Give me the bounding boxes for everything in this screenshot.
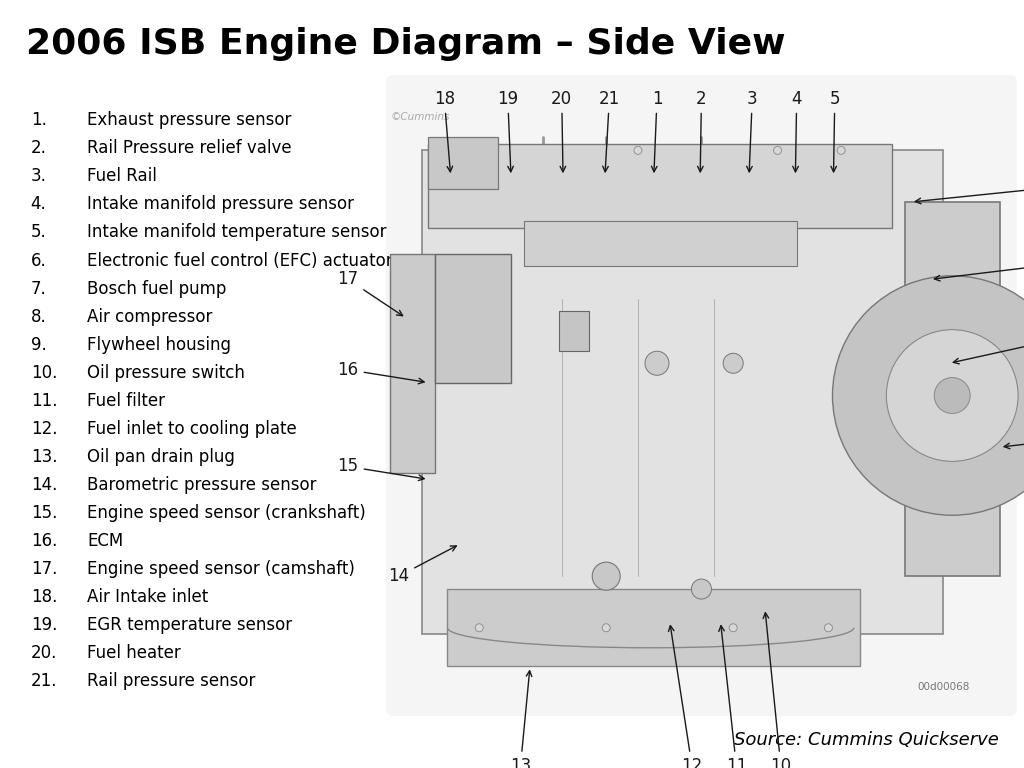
Text: 1.: 1. bbox=[31, 111, 47, 129]
Text: Source: Cummins Quickserve: Source: Cummins Quickserve bbox=[733, 731, 998, 749]
Text: 13.: 13. bbox=[31, 448, 57, 465]
Text: 6: 6 bbox=[915, 180, 1024, 204]
Text: 14.: 14. bbox=[31, 475, 57, 494]
Circle shape bbox=[837, 147, 845, 154]
Text: 17: 17 bbox=[338, 270, 402, 316]
Text: 21: 21 bbox=[599, 90, 620, 172]
Circle shape bbox=[592, 562, 621, 590]
Circle shape bbox=[934, 378, 970, 413]
Text: Engine speed sensor (camshaft): Engine speed sensor (camshaft) bbox=[87, 560, 355, 578]
Bar bbox=[447, 589, 860, 667]
Text: Bosch fuel pump: Bosch fuel pump bbox=[87, 280, 226, 297]
Text: Fuel inlet to cooling plate: Fuel inlet to cooling plate bbox=[87, 419, 297, 438]
Text: 1: 1 bbox=[651, 90, 663, 172]
Text: 20: 20 bbox=[551, 90, 572, 172]
Text: Fuel filter: Fuel filter bbox=[87, 392, 165, 409]
Circle shape bbox=[475, 147, 483, 154]
Bar bbox=[428, 144, 892, 228]
FancyBboxPatch shape bbox=[386, 75, 1017, 716]
Circle shape bbox=[729, 624, 737, 632]
Circle shape bbox=[887, 329, 1018, 462]
Text: 18: 18 bbox=[434, 90, 455, 172]
Text: 6.: 6. bbox=[31, 252, 46, 270]
Text: 14: 14 bbox=[388, 546, 457, 585]
Circle shape bbox=[475, 624, 483, 632]
Text: Engine speed sensor (crankshaft): Engine speed sensor (crankshaft) bbox=[87, 504, 366, 521]
Text: Exhaust pressure sensor: Exhaust pressure sensor bbox=[87, 111, 292, 129]
Circle shape bbox=[773, 147, 781, 154]
Text: 12.: 12. bbox=[31, 419, 57, 438]
Text: 7: 7 bbox=[934, 257, 1024, 281]
Text: Air compressor: Air compressor bbox=[87, 307, 212, 326]
Text: Intake manifold temperature sensor: Intake manifold temperature sensor bbox=[87, 223, 386, 241]
Circle shape bbox=[602, 624, 610, 632]
Text: 9: 9 bbox=[1005, 432, 1024, 450]
Text: 5.: 5. bbox=[31, 223, 46, 241]
Text: 2.: 2. bbox=[31, 140, 47, 157]
Circle shape bbox=[723, 353, 743, 373]
Text: Oil pan drain plug: Oil pan drain plug bbox=[87, 448, 234, 465]
Text: ECM: ECM bbox=[87, 531, 123, 550]
Bar bbox=[422, 151, 943, 634]
Text: 16: 16 bbox=[338, 361, 424, 384]
Text: Rail pressure sensor: Rail pressure sensor bbox=[87, 672, 255, 690]
Circle shape bbox=[824, 624, 833, 632]
Text: 2: 2 bbox=[696, 90, 707, 172]
Text: 4.: 4. bbox=[31, 195, 46, 214]
Text: 19: 19 bbox=[498, 90, 518, 172]
Text: 13: 13 bbox=[510, 670, 531, 768]
Text: EGR temperature sensor: EGR temperature sensor bbox=[87, 616, 292, 634]
Circle shape bbox=[833, 276, 1024, 515]
Text: 8.: 8. bbox=[31, 307, 46, 326]
Bar bbox=[523, 221, 797, 266]
Text: Fuel Rail: Fuel Rail bbox=[87, 167, 157, 185]
Text: 15.: 15. bbox=[31, 504, 57, 521]
Text: 17.: 17. bbox=[31, 560, 57, 578]
Circle shape bbox=[691, 579, 712, 599]
Text: Fuel heater: Fuel heater bbox=[87, 644, 181, 662]
Circle shape bbox=[645, 351, 669, 376]
Text: 3: 3 bbox=[746, 90, 758, 172]
Text: 12: 12 bbox=[669, 626, 702, 768]
Text: 15: 15 bbox=[338, 458, 424, 481]
Text: Electronic fuel control (EFC) actuator: Electronic fuel control (EFC) actuator bbox=[87, 252, 392, 270]
Text: 19.: 19. bbox=[31, 616, 57, 634]
Text: 7.: 7. bbox=[31, 280, 46, 297]
Text: Air Intake inlet: Air Intake inlet bbox=[87, 588, 208, 606]
Text: 8: 8 bbox=[953, 335, 1024, 364]
Text: 10: 10 bbox=[763, 613, 792, 768]
Circle shape bbox=[634, 147, 642, 154]
Text: ©Cummins: ©Cummins bbox=[390, 111, 450, 121]
Text: 20.: 20. bbox=[31, 644, 57, 662]
Text: 9.: 9. bbox=[31, 336, 46, 353]
Text: 21.: 21. bbox=[31, 672, 57, 690]
Text: Barometric pressure sensor: Barometric pressure sensor bbox=[87, 475, 316, 494]
Text: 11.: 11. bbox=[31, 392, 57, 409]
Text: 3.: 3. bbox=[31, 167, 47, 185]
Bar bbox=[904, 202, 999, 576]
Text: Flywheel housing: Flywheel housing bbox=[87, 336, 231, 353]
Text: 5: 5 bbox=[829, 90, 840, 172]
Text: 4: 4 bbox=[792, 90, 802, 172]
Text: Oil pressure switch: Oil pressure switch bbox=[87, 363, 245, 382]
Text: 00d00068: 00d00068 bbox=[918, 682, 970, 692]
Bar bbox=[428, 137, 499, 189]
Text: 11: 11 bbox=[719, 626, 746, 768]
Bar bbox=[435, 253, 511, 382]
Bar bbox=[390, 253, 435, 473]
Text: 16.: 16. bbox=[31, 531, 57, 550]
Text: Intake manifold pressure sensor: Intake manifold pressure sensor bbox=[87, 195, 354, 214]
Text: Rail Pressure relief valve: Rail Pressure relief valve bbox=[87, 140, 292, 157]
Text: 18.: 18. bbox=[31, 588, 57, 606]
Bar bbox=[559, 311, 590, 351]
Text: 2006 ISB Engine Diagram – Side View: 2006 ISB Engine Diagram – Side View bbox=[26, 27, 785, 61]
Text: 10.: 10. bbox=[31, 363, 57, 382]
